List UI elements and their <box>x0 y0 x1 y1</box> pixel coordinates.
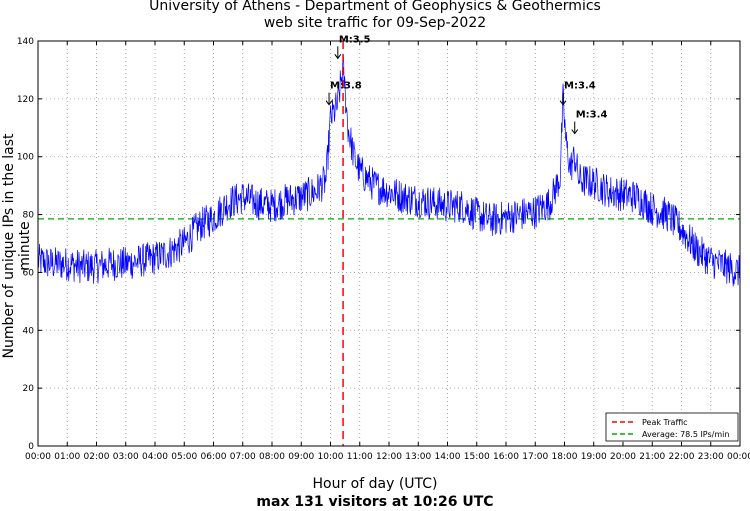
annotation-arrowhead <box>334 54 342 60</box>
annotation-label: M:3.4 <box>564 81 596 92</box>
chart-subtitle: web site traffic for 09-Sep-2022 <box>263 15 487 31</box>
annotation-arrowhead <box>559 100 567 106</box>
annotation-label: M:3.8 <box>330 81 362 92</box>
y-tick-label: 60 <box>23 268 35 278</box>
y-tick-label: 40 <box>23 326 35 336</box>
x-tick-label: 19:00 <box>581 452 607 462</box>
y-tick-labels: 0 20 40 60 80 100 120 140 <box>17 37 34 452</box>
x-tick-label: 20:00 <box>610 452 636 462</box>
y-tick-label: 100 <box>17 153 34 163</box>
x-tick-labels: 00:00 01:00 02:00 03:00 04:00 05:00 06:00 07:00… <box>25 452 750 462</box>
x-tick-label: 09:00 <box>288 452 314 462</box>
legend: Peak Traffic Average: 78.5 IPs/min <box>605 412 739 442</box>
x-tick-label: 00:00 <box>727 452 750 462</box>
x-tick-label: 17:00 <box>522 452 548 462</box>
y-tick-label: 80 <box>23 211 35 221</box>
y-tick-label: 140 <box>17 37 34 47</box>
x-tick-label: 10:00 <box>318 452 344 462</box>
x-tick-label: 21:00 <box>639 452 665 462</box>
legend-average-label: Average: 78.5 IPs/min <box>642 430 729 439</box>
legend-box <box>605 412 739 442</box>
x-tick-label: 05:00 <box>171 452 197 462</box>
x-tick-label: 08:00 <box>259 452 285 462</box>
y-tick-label: 20 <box>23 384 35 394</box>
x-tick-label: 18:00 <box>552 452 578 462</box>
x-tick-label: 06:00 <box>201 452 227 462</box>
x-tick-label: 22:00 <box>669 452 695 462</box>
x-tick-label: 07:00 <box>230 452 256 462</box>
x-tick-label: 23:00 <box>698 452 724 462</box>
x-tick-label: 04:00 <box>142 452 168 462</box>
x-tick-label: 12:00 <box>376 452 402 462</box>
x-tick-label: 01:00 <box>54 452 80 462</box>
x-tick-label: 11:00 <box>347 452 373 462</box>
legend-peak-label: Peak Traffic <box>642 418 688 427</box>
traffic-line <box>37 53 741 287</box>
annotation-label: M:3.5 <box>339 34 371 45</box>
x-tick-label: 03:00 <box>113 452 139 462</box>
annotations: M:3.8 M:3.5 M:3.4 M:3.4 <box>325 34 608 135</box>
y-tick-label: 120 <box>17 95 34 105</box>
x-axis-sublabel: max 131 visitors at 10:26 UTC <box>256 494 494 510</box>
axes-frame <box>37 40 741 447</box>
x-tick-label: 15:00 <box>464 452 490 462</box>
x-tick-label: 13:00 <box>405 452 431 462</box>
annotation-arrowhead <box>571 129 579 135</box>
grid <box>38 41 740 446</box>
x-axis-label: Hour of day (UTC) <box>312 476 438 492</box>
x-tick-label: 16:00 <box>493 452 519 462</box>
x-tick-label: 00:00 <box>25 452 51 462</box>
traffic-series <box>37 53 741 287</box>
x-tick-label: 02:00 <box>84 452 110 462</box>
annotation-label: M:3.4 <box>576 110 608 121</box>
x-tick-label: 14:00 <box>435 452 461 462</box>
annotation-arrowhead <box>325 100 333 106</box>
chart-title: University of Athens - Department of Geo… <box>149 0 601 14</box>
y-tick-label: 0 <box>28 442 34 452</box>
plot-frame <box>37 40 741 447</box>
